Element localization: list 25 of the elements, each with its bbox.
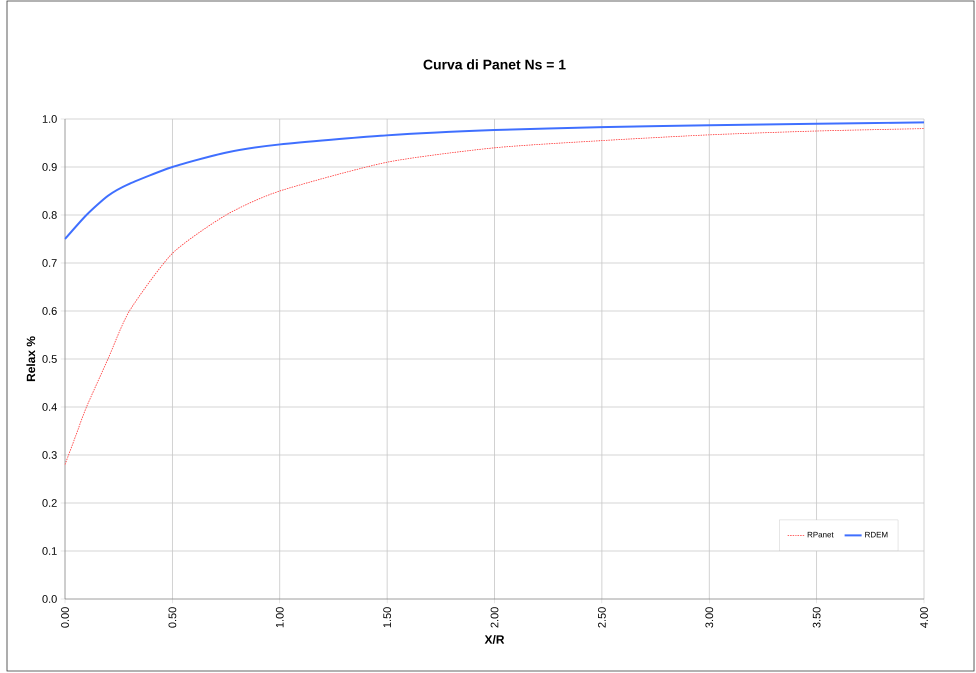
y-tick-label: 0.3	[42, 451, 57, 459]
x-tick-label: 1.50	[383, 607, 392, 628]
y-tick-label: 0.0	[42, 595, 57, 603]
x-tick-label: 4.00	[920, 607, 928, 628]
x-tick-label: 0.50	[168, 607, 176, 628]
line-series	[64, 121, 926, 240]
x-tick-label: 0.00	[61, 607, 69, 628]
y-tick-label: 0.1	[42, 547, 57, 555]
x-tick-label: 3.50	[812, 607, 821, 628]
x-axis-title: X/R	[484, 634, 504, 644]
y-tick-label: 0.2	[42, 499, 57, 507]
line-series	[64, 128, 924, 465]
x-tick-label: 2.50	[598, 607, 606, 628]
y-tick-label: 0.7	[42, 259, 57, 267]
y-tick-label: 0.4	[42, 403, 57, 411]
x-tick-label: 3.00	[705, 607, 714, 628]
y-tick-label: 0.5	[42, 355, 57, 363]
y-tick-label: 0.9	[42, 163, 57, 171]
x-tick-label: 1.00	[276, 607, 284, 628]
y-tick-label: 0.8	[42, 211, 57, 219]
y-axis-title: Relax %	[26, 336, 36, 382]
y-tick-label: 0.6	[42, 307, 57, 315]
x-tick-label: 2.00	[490, 607, 498, 628]
y-tick-label: 1.0	[42, 115, 57, 123]
chart-title: Curva di Panet Ns = 1	[424, 59, 566, 70]
